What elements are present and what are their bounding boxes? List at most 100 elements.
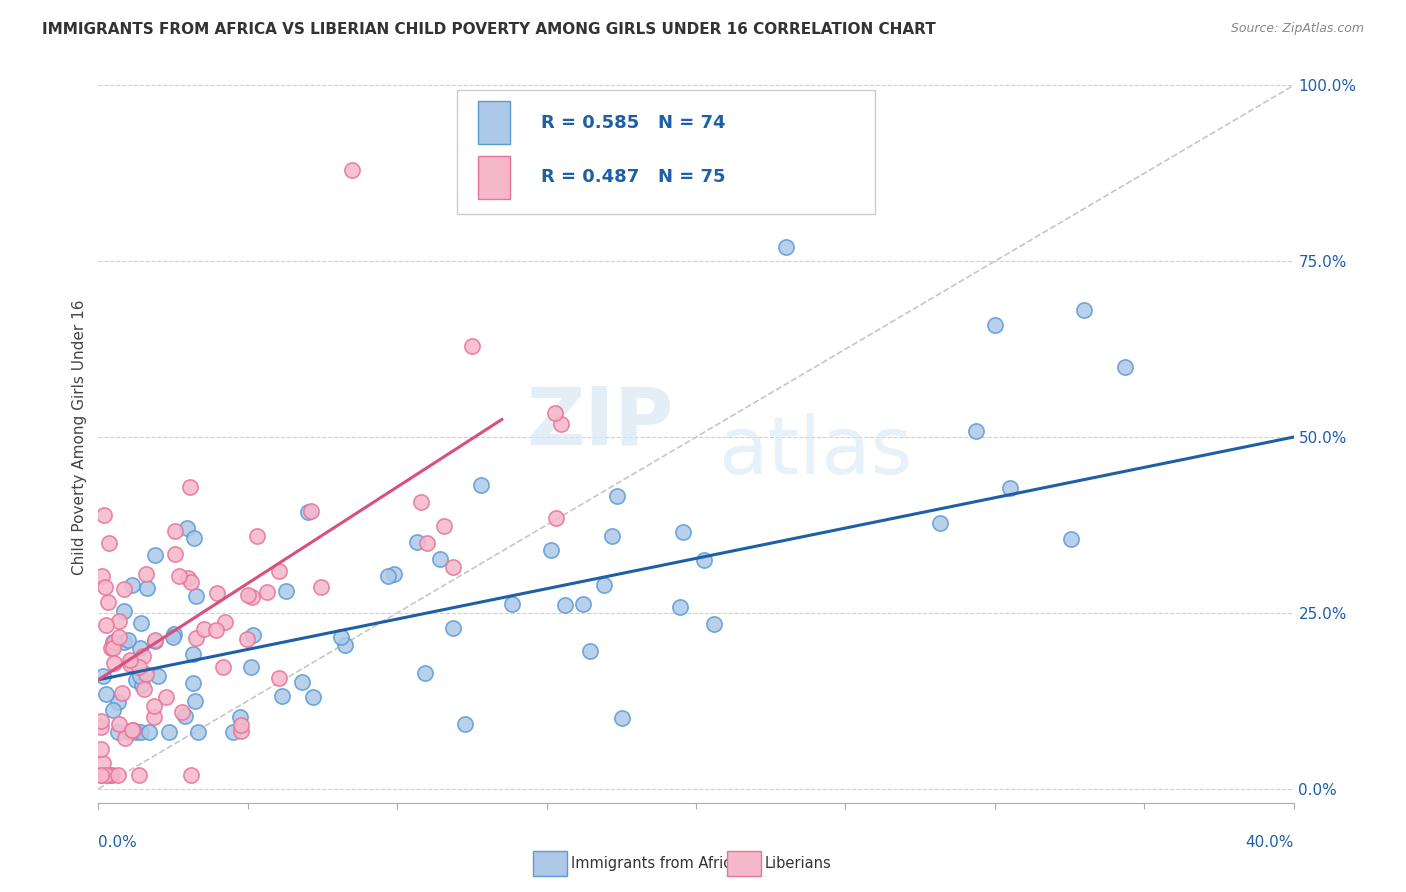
Immigrants from Africa bbox=[187, 725, 209, 739]
Liberians bbox=[142, 699, 165, 714]
Immigrants from Africa bbox=[125, 725, 148, 739]
Immigrants from Africa bbox=[571, 597, 593, 611]
Text: 0.0%: 0.0% bbox=[98, 836, 138, 850]
Liberians bbox=[128, 767, 150, 781]
Liberians bbox=[167, 569, 190, 583]
Immigrants from Africa bbox=[184, 590, 207, 604]
Immigrants from Africa bbox=[606, 489, 628, 503]
Liberians bbox=[165, 524, 187, 539]
Liberians bbox=[112, 582, 135, 596]
Immigrants from Africa bbox=[554, 598, 576, 612]
Liberians bbox=[135, 566, 157, 581]
Immigrants from Africa bbox=[377, 569, 399, 583]
Text: Immigrants from Africa: Immigrants from Africa bbox=[571, 856, 740, 871]
Liberians bbox=[231, 718, 253, 732]
Immigrants from Africa bbox=[672, 524, 695, 539]
Immigrants from Africa bbox=[162, 630, 184, 644]
Immigrants from Africa bbox=[501, 598, 523, 612]
Immigrants from Africa bbox=[103, 635, 125, 649]
Liberians bbox=[100, 640, 122, 655]
Immigrants from Africa bbox=[157, 725, 180, 739]
Immigrants from Africa bbox=[242, 628, 264, 642]
Liberians bbox=[107, 767, 129, 781]
Liberians bbox=[98, 536, 121, 550]
Y-axis label: Child Poverty Among Girls Under 16: Child Poverty Among Girls Under 16 bbox=[72, 300, 87, 574]
Immigrants from Africa bbox=[176, 521, 198, 535]
Liberians bbox=[186, 631, 208, 645]
Liberians bbox=[214, 615, 236, 629]
Immigrants from Africa bbox=[128, 641, 150, 656]
Liberians bbox=[90, 741, 112, 756]
Immigrants from Africa bbox=[222, 725, 245, 739]
Liberians bbox=[180, 575, 202, 590]
Immigrants from Africa bbox=[1060, 532, 1083, 546]
Text: ZIP: ZIP bbox=[527, 384, 673, 461]
Liberians bbox=[97, 767, 120, 781]
Immigrants from Africa bbox=[143, 634, 166, 648]
Immigrants from Africa bbox=[382, 566, 405, 581]
Immigrants from Africa bbox=[333, 638, 356, 652]
Liberians bbox=[172, 706, 194, 720]
Liberians bbox=[93, 580, 115, 594]
Immigrants from Africa bbox=[602, 529, 624, 543]
Liberians bbox=[128, 660, 150, 674]
Liberians bbox=[90, 767, 112, 781]
Immigrants from Africa bbox=[91, 669, 114, 683]
Liberians bbox=[118, 653, 141, 667]
Liberians bbox=[411, 495, 433, 509]
Liberians bbox=[108, 717, 131, 731]
Immigrants from Africa bbox=[965, 424, 987, 438]
Text: R = 0.585   N = 74: R = 0.585 N = 74 bbox=[540, 113, 725, 131]
Immigrants from Africa bbox=[406, 535, 429, 549]
FancyBboxPatch shape bbox=[478, 156, 510, 199]
Immigrants from Africa bbox=[183, 694, 205, 708]
Immigrants from Africa bbox=[302, 690, 325, 704]
Liberians bbox=[132, 682, 155, 697]
Liberians bbox=[93, 756, 115, 771]
Immigrants from Africa bbox=[983, 318, 1005, 332]
Immigrants from Africa bbox=[413, 665, 436, 680]
Immigrants from Africa bbox=[669, 600, 692, 615]
Immigrants from Africa bbox=[274, 584, 297, 599]
Immigrants from Africa bbox=[297, 505, 319, 519]
Immigrants from Africa bbox=[118, 725, 141, 739]
Immigrants from Africa bbox=[470, 478, 492, 492]
Immigrants from Africa bbox=[112, 604, 135, 618]
Liberians bbox=[416, 535, 439, 549]
Liberians bbox=[179, 480, 201, 494]
Liberians bbox=[165, 547, 187, 561]
Liberians bbox=[212, 660, 235, 674]
Immigrants from Africa bbox=[143, 549, 166, 563]
Liberians bbox=[107, 631, 129, 645]
Immigrants from Africa bbox=[429, 552, 451, 566]
Immigrants from Africa bbox=[183, 531, 205, 545]
Liberians bbox=[177, 571, 200, 585]
Text: R = 0.487   N = 75: R = 0.487 N = 75 bbox=[540, 169, 725, 186]
Liberians bbox=[121, 723, 143, 738]
Immigrants from Africa bbox=[692, 552, 714, 566]
Liberians bbox=[111, 686, 134, 700]
Liberians bbox=[246, 529, 269, 543]
Liberians bbox=[193, 622, 215, 636]
Text: IMMIGRANTS FROM AFRICA VS LIBERIAN CHILD POVERTY AMONG GIRLS UNDER 16 CORRELATIO: IMMIGRANTS FROM AFRICA VS LIBERIAN CHILD… bbox=[42, 22, 936, 37]
Liberians bbox=[229, 723, 252, 738]
Liberians bbox=[441, 559, 464, 574]
Liberians bbox=[267, 564, 290, 578]
Liberians bbox=[93, 508, 115, 522]
Liberians bbox=[135, 666, 157, 681]
Liberians bbox=[94, 617, 117, 632]
Liberians bbox=[143, 633, 166, 648]
Liberians bbox=[90, 714, 112, 728]
Immigrants from Africa bbox=[330, 630, 353, 644]
Immigrants from Africa bbox=[453, 716, 475, 731]
Immigrants from Africa bbox=[138, 725, 160, 739]
Liberians bbox=[103, 635, 125, 649]
Immigrants from Africa bbox=[121, 578, 143, 592]
Immigrants from Africa bbox=[101, 703, 124, 717]
Immigrants from Africa bbox=[112, 634, 135, 648]
Immigrants from Africa bbox=[441, 621, 464, 635]
Immigrants from Africa bbox=[229, 710, 252, 724]
Liberians bbox=[269, 671, 291, 685]
Liberians bbox=[299, 503, 322, 517]
Immigrants from Africa bbox=[183, 676, 205, 690]
